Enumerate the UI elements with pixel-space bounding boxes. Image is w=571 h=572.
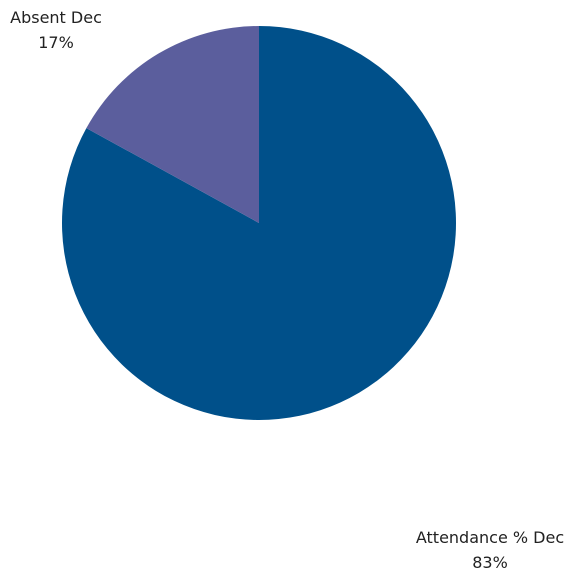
pie-slice-attendance: [61, 26, 456, 420]
pie-slices: [61, 26, 456, 420]
slice-label-absent: Absent Dec 17%: [10, 8, 102, 52]
slice-label-attendance-name: Attendance % Dec: [416, 528, 564, 547]
slice-label-attendance: Attendance % Dec 83%: [416, 528, 564, 572]
slice-label-attendance-value: 83%: [472, 553, 508, 572]
slice-label-absent-value: 17%: [38, 33, 74, 52]
slice-label-absent-name: Absent Dec: [10, 8, 102, 27]
pie-slice-absent: [86, 26, 260, 223]
